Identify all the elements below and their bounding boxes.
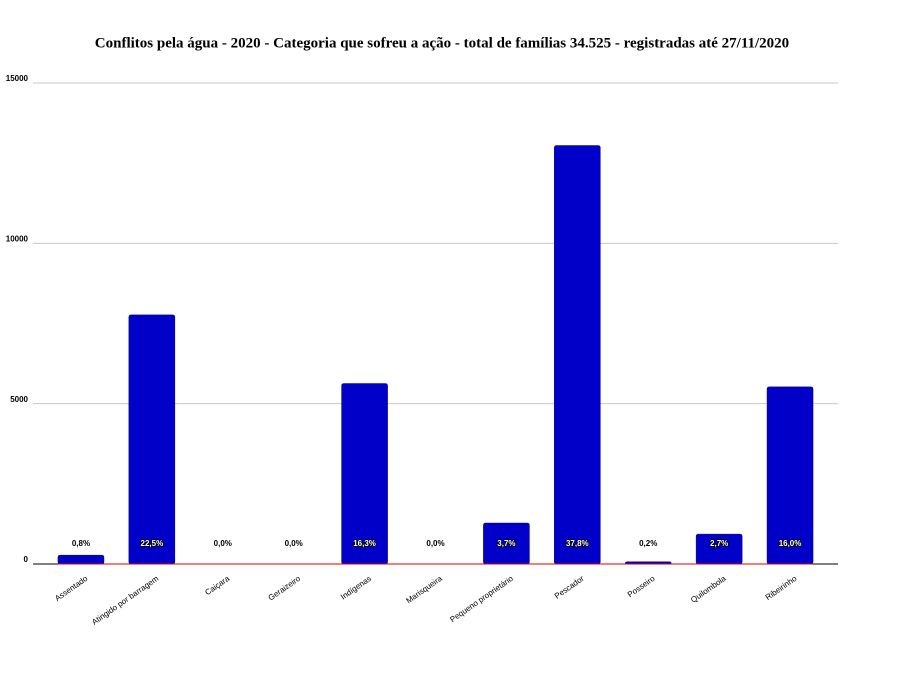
bar bbox=[128, 314, 176, 565]
data-label: 0,0% bbox=[214, 539, 232, 548]
data-label: 22,5% bbox=[141, 539, 164, 548]
y-tick-label: 5000 bbox=[10, 395, 28, 404]
chart-title: Conflitos pela água - 2020 - Categoria q… bbox=[95, 35, 789, 51]
data-label: 0,0% bbox=[426, 539, 444, 548]
y-tick-label: 15000 bbox=[6, 74, 29, 83]
x-tick-label: Atingido por barragem bbox=[90, 574, 160, 627]
data-label: 16,3% bbox=[353, 539, 376, 548]
x-tick-label: Ribeirinho bbox=[764, 574, 799, 602]
bar bbox=[766, 386, 814, 565]
x-tick-label: Posseiro bbox=[626, 574, 657, 600]
data-label: 0,2% bbox=[639, 539, 657, 548]
data-label: 3,7% bbox=[497, 539, 515, 548]
x-tick-label: Pescador bbox=[553, 574, 586, 601]
x-tick-label: Assentado bbox=[53, 574, 90, 603]
y-tick-label: 10000 bbox=[6, 234, 29, 243]
bar bbox=[57, 554, 105, 565]
data-label: 0,0% bbox=[285, 539, 303, 548]
x-tick-label: Geraizeiro bbox=[267, 574, 303, 603]
x-tick-label: Pequeno proprietário bbox=[448, 574, 515, 625]
bar bbox=[341, 383, 388, 565]
x-tick-label: Caiçara bbox=[203, 574, 231, 597]
data-label: 2,7% bbox=[710, 539, 728, 548]
y-tick-label: 0 bbox=[24, 555, 29, 564]
x-tick-label: Quilombola bbox=[689, 574, 728, 605]
x-tick-label: Marisqueira bbox=[404, 574, 444, 606]
data-label: 37,8% bbox=[566, 539, 589, 548]
x-tick-label: Indígenas bbox=[339, 574, 373, 602]
data-label: 16,0% bbox=[779, 539, 802, 548]
bar bbox=[554, 145, 601, 565]
data-label: 0,8% bbox=[72, 539, 90, 548]
